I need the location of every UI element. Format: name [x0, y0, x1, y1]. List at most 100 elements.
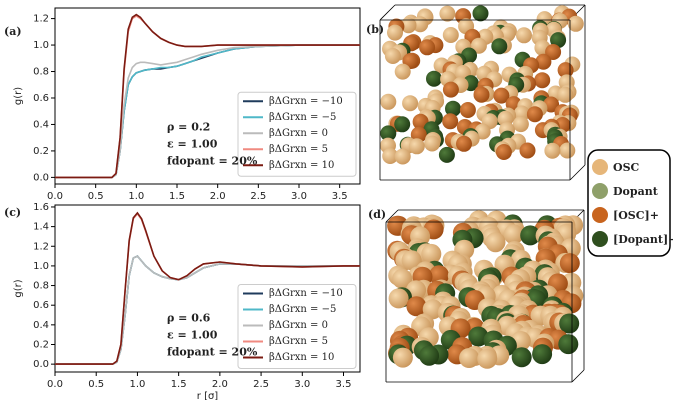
y-tick-label: 0.2 — [33, 146, 49, 157]
panel-label: (d) — [368, 208, 386, 221]
sphere — [409, 138, 425, 154]
sphere — [474, 87, 490, 103]
sphere — [385, 48, 401, 64]
y-tick-label: 0.0 — [33, 172, 49, 183]
y-axis-label: g(r) — [13, 279, 24, 297]
sphere — [491, 38, 507, 54]
legend-label: βΔGrxn = −10 — [269, 288, 343, 299]
sphere — [459, 348, 479, 368]
annotation: ε = 1.00 — [167, 329, 218, 342]
cube-edge — [572, 370, 584, 382]
sphere — [560, 253, 580, 273]
sphere — [439, 6, 455, 22]
sphere — [532, 344, 552, 364]
sphere — [421, 244, 441, 264]
sphere — [516, 27, 532, 43]
x-tick-label: 3.5 — [332, 191, 348, 202]
cube-edge — [570, 165, 585, 180]
legend-swatch — [592, 183, 608, 199]
y-axis-label: g(r) — [13, 87, 24, 105]
sphere — [534, 72, 550, 88]
legend-label: βΔGrxn = 0 — [269, 128, 328, 139]
y-tick-label: 0.4 — [33, 320, 49, 331]
x-axis-label: r [σ] — [197, 391, 219, 400]
legend-label: βΔGrxn = 5 — [269, 144, 328, 155]
y-tick-label: 1.4 — [33, 222, 49, 233]
y-tick-label: 0.8 — [33, 281, 49, 292]
sphere — [380, 94, 396, 110]
sphere — [558, 334, 578, 354]
x-tick-label: 2.5 — [250, 191, 266, 202]
legend-label: Dopant — [613, 185, 659, 198]
legend-swatch — [592, 231, 608, 247]
panel-label: (c) — [4, 206, 21, 219]
annotation: ρ = 0.2 — [167, 121, 210, 134]
x-tick-label: 2.0 — [210, 191, 226, 202]
legend-label: βΔGrxn = −10 — [269, 96, 343, 107]
sphere — [393, 348, 413, 368]
legend-swatch — [592, 207, 608, 223]
sphere — [486, 232, 506, 252]
y-tick-label: 1.2 — [33, 14, 49, 25]
sphere — [513, 116, 529, 132]
sphere — [419, 346, 439, 366]
sphere — [557, 87, 573, 103]
y-tick-label: 1.0 — [33, 261, 49, 272]
legend-label: βΔGrxn = −5 — [269, 304, 336, 315]
sphere — [512, 347, 532, 367]
sphere — [520, 143, 536, 159]
sphere — [426, 71, 442, 87]
x-tick-label: 0.5 — [88, 379, 104, 390]
sphere — [439, 147, 455, 163]
sphere — [473, 5, 489, 21]
y-tick-label: 0.6 — [33, 300, 49, 311]
sphere — [456, 136, 472, 152]
x-tick-label: 1.5 — [169, 191, 185, 202]
sphere — [419, 39, 435, 55]
sphere — [394, 116, 410, 132]
y-tick-label: 0.4 — [33, 119, 49, 130]
legend-swatch — [592, 159, 608, 175]
sphere — [395, 64, 411, 80]
sphere — [442, 113, 458, 129]
legend-label: βΔGrxn = 0 — [269, 320, 328, 331]
sphere — [443, 82, 459, 98]
y-tick-label: 1.2 — [33, 241, 49, 252]
legend-label: [Dopant]− — [613, 233, 673, 246]
y-tick-label: 0.0 — [33, 359, 49, 370]
x-tick-label: 1.0 — [129, 379, 145, 390]
x-tick-label: 1.0 — [128, 191, 144, 202]
sphere — [443, 27, 459, 43]
x-tick-label: 0.0 — [47, 379, 63, 390]
y-tick-label: 1.6 — [33, 202, 49, 213]
y-tick-label: 0.2 — [33, 339, 49, 350]
panel-label: (a) — [4, 25, 22, 38]
legend-label: βΔGrxn = 5 — [269, 336, 328, 347]
x-tick-label: 0.5 — [88, 191, 104, 202]
annotation: fdopant = 20% — [167, 346, 258, 359]
panel-label: (b) — [366, 23, 384, 36]
sphere — [496, 144, 512, 160]
figure: (a) (c) (b) (d) OSC Dopant [OSC]+ [Dopan… — [0, 0, 673, 400]
sphere — [389, 288, 409, 308]
species-legend: OSC Dopant [OSC]+ [Dopant]− — [588, 150, 673, 256]
legend-label: [OSC]+ — [613, 209, 659, 222]
x-tick-label: 1.5 — [171, 379, 187, 390]
x-tick-label: 2.5 — [253, 379, 269, 390]
sphere — [424, 136, 440, 152]
annotation: ρ = 0.6 — [167, 312, 211, 325]
x-tick-label: 3.0 — [291, 191, 307, 202]
cube-edge — [380, 5, 395, 20]
x-tick-label: 0.0 — [47, 191, 63, 202]
legend-label: βΔGrxn = −5 — [269, 112, 336, 123]
sphere — [402, 95, 418, 111]
sphere — [460, 102, 476, 118]
sphere — [395, 149, 411, 165]
x-tick-label: 3.5 — [336, 379, 352, 390]
sphere — [527, 106, 543, 122]
legend-label: OSC — [613, 161, 640, 174]
annotation: ε = 1.00 — [167, 138, 218, 151]
legend-label: βΔGrxn = 10 — [269, 352, 334, 363]
y-tick-label: 0.6 — [33, 93, 49, 104]
y-tick-label: 0.8 — [33, 67, 49, 78]
